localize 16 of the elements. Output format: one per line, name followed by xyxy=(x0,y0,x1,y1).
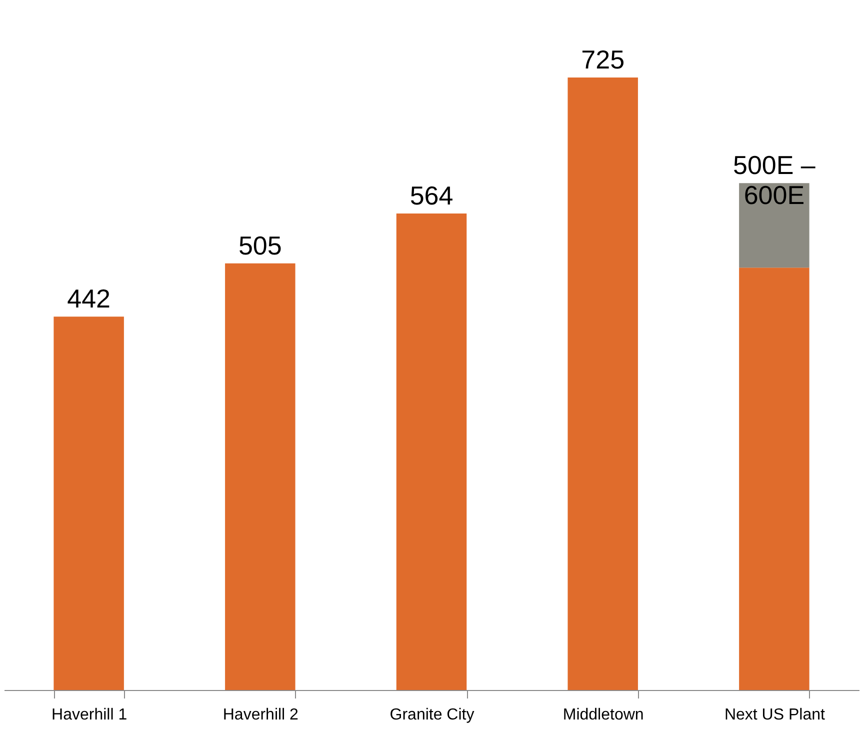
x-tick-label: Middletown xyxy=(562,706,644,724)
x-tick-label: Haverhill 1 xyxy=(52,706,128,724)
bar xyxy=(54,316,124,690)
x-tick-label: Haverhill 2 xyxy=(222,706,299,724)
x-tick-label: Next US Plant xyxy=(724,706,826,724)
bar xyxy=(568,78,638,690)
data-label: 442 xyxy=(67,284,111,314)
x-tick-label: Granite City xyxy=(390,706,474,724)
data-label: 725 xyxy=(581,44,625,74)
bar xyxy=(225,263,296,690)
bar xyxy=(739,183,810,268)
bar xyxy=(396,214,467,690)
data-label: 505 xyxy=(238,230,282,260)
total-label: 500E – 600E xyxy=(732,150,816,210)
bar xyxy=(739,268,810,690)
data-label: 564 xyxy=(410,180,454,211)
